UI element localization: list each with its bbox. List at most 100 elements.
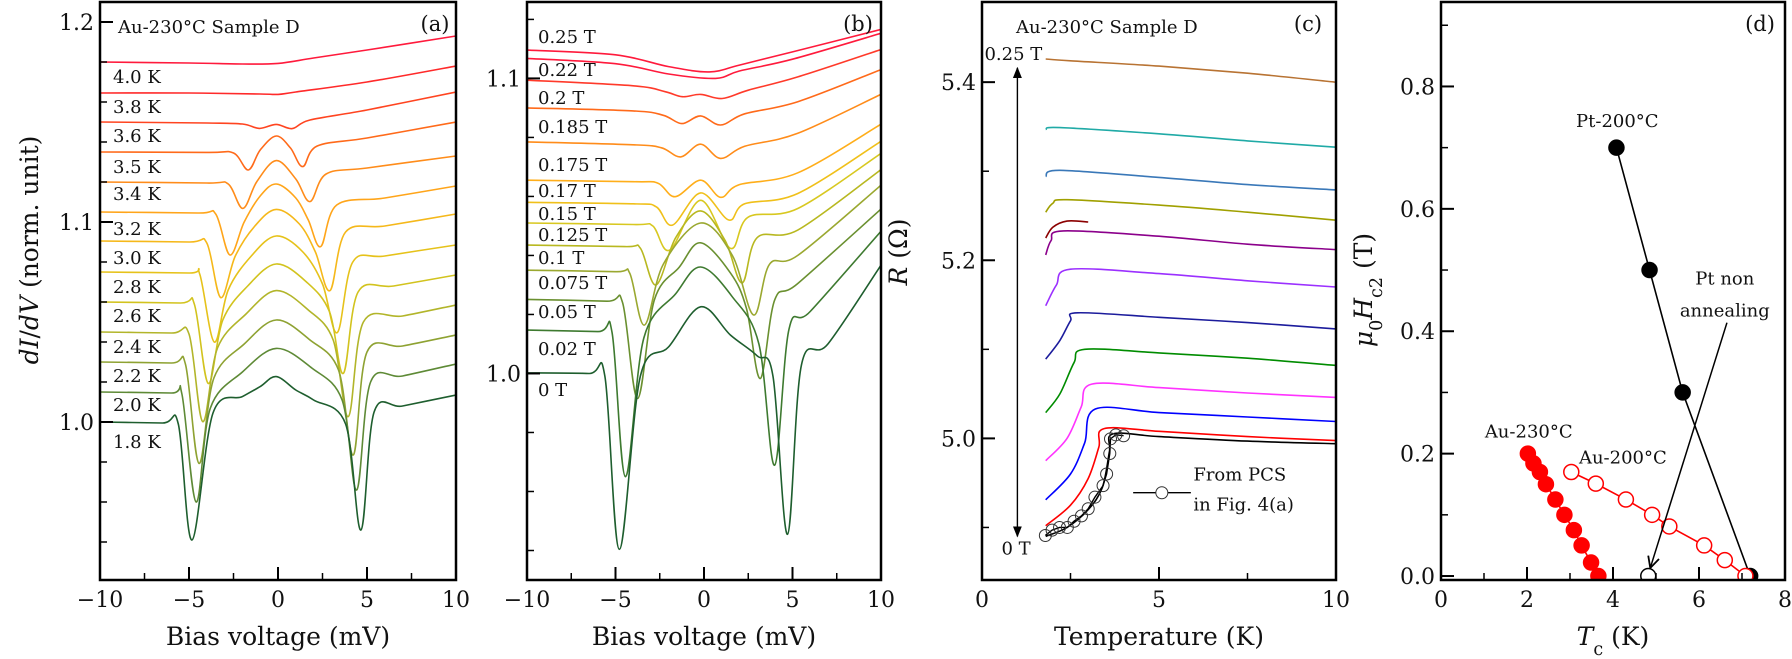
x-tick-label: 10 (1322, 588, 1350, 613)
pointer-arrow (1650, 322, 1728, 568)
x-tick-label: 10 (867, 588, 895, 613)
pcs-point (1074, 509, 1088, 523)
series-line (527, 28, 881, 73)
series-line (1045, 406, 1336, 501)
series-line (100, 155, 456, 210)
y-tick-label: 0.2 (1400, 443, 1435, 468)
series-line (1044, 229, 1336, 256)
data-point (1617, 491, 1635, 508)
curve-label: 3.6 K (113, 126, 161, 147)
curve-label: 0.185 T (538, 117, 607, 138)
label-part: H (1349, 297, 1378, 321)
pcs-point (1045, 523, 1059, 537)
series-line (527, 184, 881, 326)
data-point (1582, 554, 1600, 571)
pcs-point (1081, 502, 1095, 516)
label-part: dV (15, 293, 44, 330)
series-line (1045, 311, 1336, 360)
pcs-point (1100, 467, 1114, 481)
data-point (1537, 475, 1555, 493)
series-line (527, 68, 881, 126)
x-tick-label: −5 (599, 588, 631, 613)
curve-label: 2.8 K (113, 277, 161, 298)
curve-label: 0.2 T (538, 88, 584, 109)
data-point (1573, 537, 1590, 554)
y-tick-label: 0.0 (1400, 565, 1435, 590)
data-point (1641, 261, 1658, 279)
x-tick-label: 5 (360, 588, 374, 613)
x-tick-label: 2 (1520, 588, 1534, 613)
y-axis-title: dI/dV (norm. unit) (15, 136, 44, 365)
label-part: c2 (1367, 277, 1387, 298)
series-line (1045, 348, 1336, 414)
curve-label: 0.125 T (538, 225, 607, 246)
label-part: Bias voltage (mV) (592, 622, 816, 651)
sample-label: Au-230°C Sample D (117, 17, 300, 38)
label-part: Bias voltage (mV) (166, 622, 390, 651)
series-line (527, 32, 881, 80)
y-tick-label: 1.1 (59, 211, 94, 236)
series-line (1615, 147, 1751, 577)
curve-label: 0.22 T (538, 60, 596, 81)
series-label: Pt non (1695, 269, 1754, 290)
series-line (100, 289, 456, 423)
label-part: (norm. unit) (15, 136, 44, 296)
series-label: Au-230°C (1484, 421, 1573, 442)
series-line (100, 65, 456, 96)
label-part: R (884, 267, 913, 287)
series-label: annealing (1680, 301, 1770, 322)
series-line (100, 121, 456, 171)
pcs-point (1117, 429, 1131, 443)
pcs-point (1053, 520, 1067, 534)
series-line (100, 208, 456, 299)
data-point (1737, 567, 1754, 580)
x-axis-title: Temperature (K) (1054, 622, 1264, 651)
curve-label: 3.5 K (113, 157, 161, 178)
field-top-label: 0.25 T (984, 44, 1042, 65)
curve-label: 2.0 K (113, 395, 161, 416)
x-tick-label: 0 (975, 588, 989, 613)
sample-label: Au-230°C Sample D (1015, 17, 1198, 38)
series-line (527, 93, 881, 160)
pcs-point (1096, 479, 1110, 493)
panel-label: (a) (421, 12, 450, 36)
curve-label: 3.0 K (113, 248, 161, 269)
panel-c: 0 5 10 5.0 5.2 5.4 Temperature (K) R (Ω) (c) Au-2… (884, 0, 1350, 651)
series-line (100, 375, 456, 541)
y-tick-label: 5.0 (941, 427, 976, 452)
pcs-point (1103, 447, 1117, 461)
curve-label: 2.6 K (113, 306, 161, 327)
x-tick-label: 5 (1152, 588, 1166, 613)
series-line (100, 235, 456, 343)
curve-label: 4.0 K (113, 67, 161, 88)
legend-marker (1155, 486, 1169, 500)
series-line (100, 347, 456, 503)
series-line (100, 263, 456, 385)
curve-label: 3.4 K (113, 184, 161, 205)
data-point (1674, 384, 1691, 401)
label-part: dI (15, 337, 44, 364)
legend-text: From PCS (1193, 465, 1286, 486)
field-bottom-label: 0 T (1001, 538, 1030, 559)
y-tick-label: 1.0 (59, 411, 94, 436)
series-line (1045, 126, 1336, 148)
x-tick-label: −5 (173, 588, 205, 613)
data-point (1590, 567, 1607, 580)
plot-area (527, 28, 881, 551)
data-point (1565, 521, 1583, 539)
pcs-point (1109, 428, 1123, 442)
series-line (100, 319, 456, 465)
curve-label: 1.8 K (113, 432, 161, 453)
curve-label: 0.1 T (538, 248, 584, 269)
y-tick-label: 0.8 (1400, 75, 1435, 100)
series-line (1045, 198, 1336, 221)
curve-label: 0.05 T (538, 302, 596, 323)
data-point (1563, 463, 1580, 481)
x-tick-label: 5 (786, 588, 800, 613)
data-point (1587, 475, 1605, 492)
label-part: μ (1349, 331, 1378, 347)
curve-label: 2.4 K (113, 337, 161, 358)
curve-label: 0.075 T (538, 273, 607, 294)
x-tick-label: −10 (77, 588, 123, 613)
